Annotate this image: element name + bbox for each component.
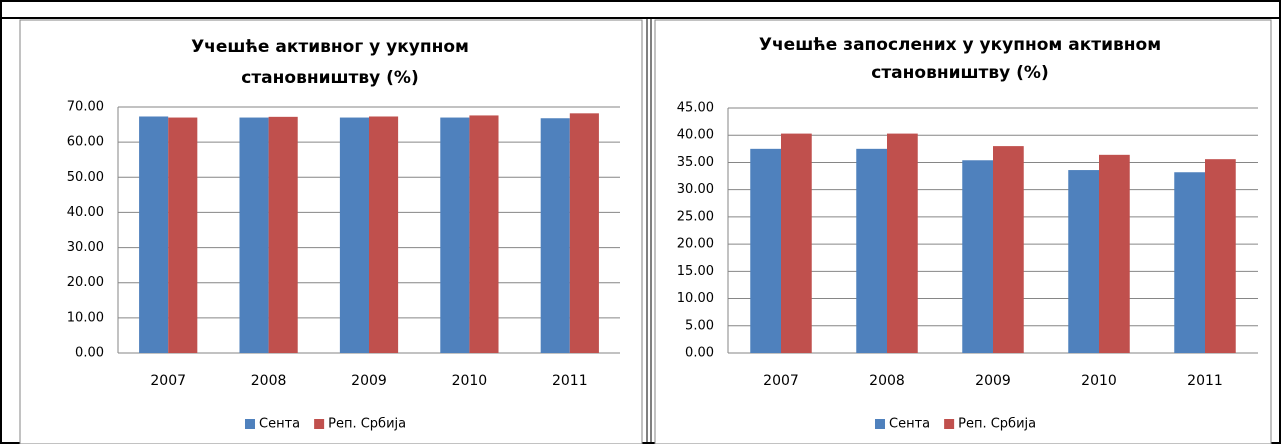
bar (1068, 170, 1099, 353)
y-tick-label: 10.00 (677, 291, 714, 306)
bar (168, 117, 198, 354)
y-tick-label: 10.00 (67, 310, 104, 325)
chart-frame (19, 19, 643, 444)
bar (993, 146, 1024, 353)
y-tick-label: 40.00 (677, 128, 714, 143)
legend-swatch (314, 419, 325, 429)
y-tick-label: 0.00 (75, 346, 104, 361)
bar (369, 116, 399, 353)
bar (1099, 154, 1130, 353)
bar (239, 117, 269, 354)
bar (540, 118, 570, 353)
bar (469, 115, 499, 353)
chart-title: Учешће активног у укупном (191, 37, 469, 57)
bar (139, 116, 169, 353)
legend-swatch (245, 419, 255, 429)
chart-title: Учешће запослених у укупном активном (759, 35, 1161, 55)
y-tick-label: 15.00 (677, 264, 714, 279)
y-tick-label: 35.00 (677, 155, 714, 170)
y-tick-label: 40.00 (67, 205, 104, 220)
y-tick-label: 5.00 (685, 318, 714, 333)
bar (962, 160, 993, 353)
y-tick-label: 30.00 (677, 182, 714, 197)
x-tick-label: 2007 (763, 373, 799, 389)
bar (339, 117, 369, 354)
x-tick-label: 2011 (1187, 373, 1223, 389)
bar (1174, 172, 1205, 353)
bar (440, 117, 470, 354)
x-tick-label: 2008 (251, 373, 287, 389)
chart-title: становништву (%) (871, 63, 1048, 83)
y-tick-label: 60.00 (67, 135, 104, 150)
bar (856, 148, 887, 353)
bar (781, 133, 812, 353)
legend-swatch (944, 419, 955, 429)
y-tick-label: 50.00 (67, 170, 104, 185)
legend-label: Реп. Србија (328, 417, 406, 432)
x-tick-label: 2010 (1081, 373, 1117, 389)
bar (887, 133, 918, 353)
bar (268, 116, 298, 353)
legend-label: Реп. Србија (958, 417, 1036, 432)
x-tick-label: 2008 (869, 373, 905, 389)
x-tick-label: 2009 (351, 373, 387, 389)
x-tick-label: 2010 (452, 373, 488, 389)
bar (1205, 159, 1236, 353)
y-tick-label: 70.00 (67, 100, 104, 115)
legend-swatch (875, 419, 885, 429)
bar (750, 148, 781, 353)
y-tick-label: 20.00 (677, 237, 714, 252)
bar (569, 113, 599, 353)
x-tick-label: 2011 (552, 373, 588, 389)
y-tick-label: 25.00 (677, 209, 714, 224)
legend-label: Сента (259, 417, 300, 432)
chart-title: становништву (%) (241, 68, 418, 88)
y-tick-label: 20.00 (67, 275, 104, 290)
y-tick-label: 30.00 (67, 240, 104, 255)
y-tick-label: 0.00 (685, 346, 714, 361)
x-tick-label: 2007 (150, 373, 186, 389)
legend-label: Сента (889, 417, 930, 432)
y-tick-label: 45.00 (677, 101, 714, 116)
x-tick-label: 2009 (975, 373, 1011, 389)
